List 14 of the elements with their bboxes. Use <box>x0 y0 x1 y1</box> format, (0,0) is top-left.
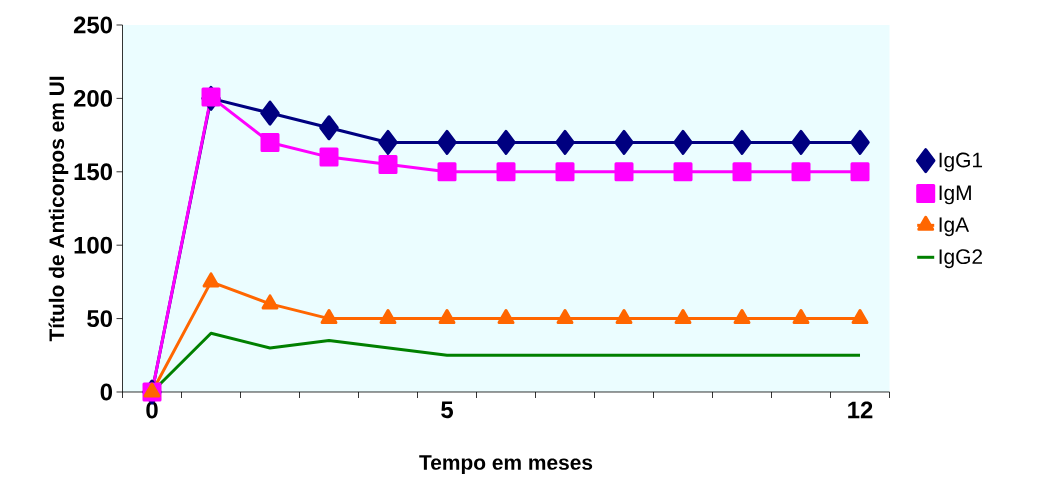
y-tick-label: 0 <box>100 383 113 401</box>
y-tick-label: 100 <box>74 236 112 254</box>
x-tick-label: 5 <box>441 401 453 419</box>
legend-label: IgM <box>939 185 971 205</box>
y-tick-label: 50 <box>87 310 112 328</box>
y-tick-label: 150 <box>74 163 112 181</box>
x-axis-title: Tempo em meses <box>419 455 593 475</box>
y-axis-title: Título de Anticorpos em UI <box>48 76 69 342</box>
y-tick-label: 250 <box>73 16 112 34</box>
x-tick-label: 12 <box>848 401 873 419</box>
legend-label: IgG2 <box>939 249 983 269</box>
y-tick-label: 200 <box>73 89 112 107</box>
legend-label: IgA <box>939 217 970 237</box>
legend-label: IgG1 <box>939 152 983 172</box>
